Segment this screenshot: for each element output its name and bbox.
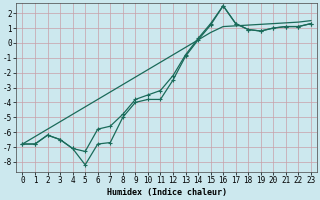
X-axis label: Humidex (Indice chaleur): Humidex (Indice chaleur) xyxy=(107,188,227,197)
